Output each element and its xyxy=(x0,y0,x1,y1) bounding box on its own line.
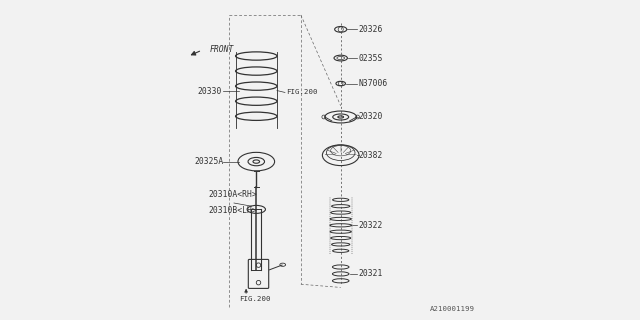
Text: FIG.200: FIG.200 xyxy=(239,296,270,301)
Text: A210001199: A210001199 xyxy=(429,306,474,312)
Text: FIG.200: FIG.200 xyxy=(287,90,318,95)
Text: 20382: 20382 xyxy=(358,151,383,160)
Text: 20310B<LH>: 20310B<LH> xyxy=(209,206,257,215)
Text: 20320: 20320 xyxy=(358,113,383,122)
Text: 0235S: 0235S xyxy=(358,53,383,62)
Text: 20325A: 20325A xyxy=(194,157,223,166)
Text: 20330: 20330 xyxy=(197,87,221,96)
Text: 20326: 20326 xyxy=(358,25,383,34)
Text: 20322: 20322 xyxy=(358,221,383,230)
Text: 20310A<RH>: 20310A<RH> xyxy=(209,190,257,199)
Text: 20321: 20321 xyxy=(358,269,383,278)
Text: FRONT: FRONT xyxy=(210,45,234,54)
Text: N37006: N37006 xyxy=(358,79,387,88)
